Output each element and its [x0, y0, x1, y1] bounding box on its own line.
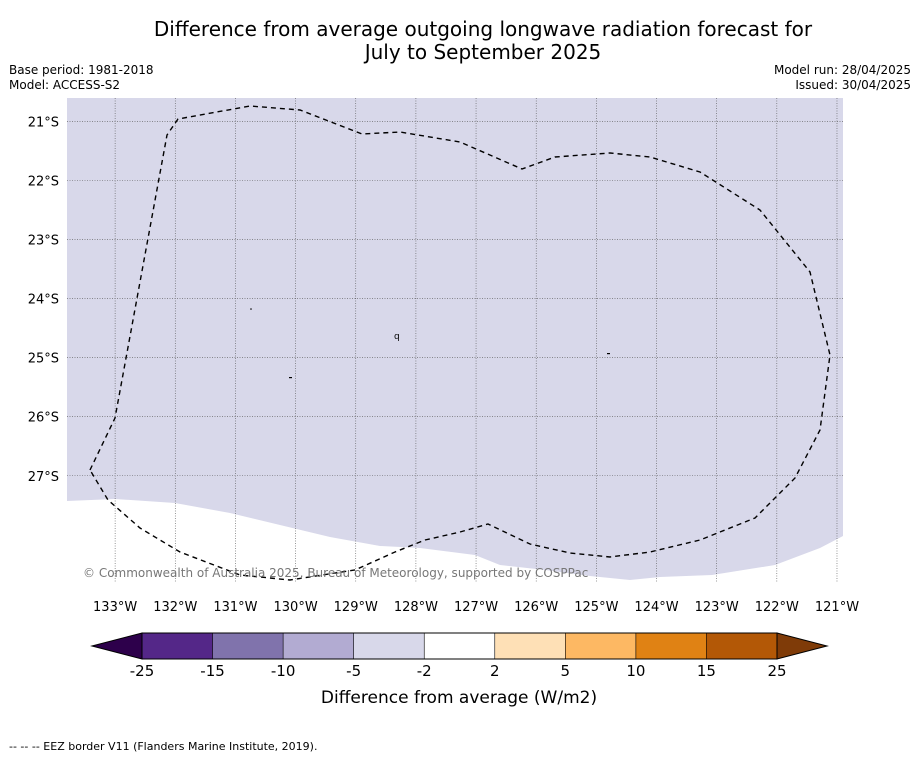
page-title: Difference from average outgoing longwav… — [0, 18, 919, 64]
colorbar-tick-label: 25 — [767, 662, 786, 680]
lat-tick-label: 21°S — [28, 116, 59, 131]
lon-tick-label: 128°W — [394, 600, 438, 615]
colorbar-segments — [141, 632, 778, 660]
island-dash — [289, 377, 292, 379]
title-line-1: Difference from average outgoing longwav… — [153, 17, 813, 41]
lon-tick-label: 130°W — [274, 600, 318, 615]
footer-note: -- -- -- EEZ border V11 (Flanders Marine… — [9, 740, 318, 753]
colorbar-label: Difference from average (W/m2) — [321, 688, 597, 708]
colorbar-segment — [635, 632, 708, 660]
meta-left: Base period: 1981-2018 Model: ACCESS-S2 — [9, 63, 154, 93]
latitude-tick-labels: 21°S 22°S 23°S 24°S 25°S 26°S 27°S — [28, 116, 59, 485]
lat-tick-label: 23°S — [28, 234, 59, 249]
lon-tick-label: 125°W — [574, 600, 618, 615]
anomaly-fill-area — [67, 98, 843, 580]
colorbar-tick-label: 2 — [490, 662, 500, 680]
colorbar-segment — [141, 632, 214, 660]
eez-border-line — [89, 105, 831, 581]
lon-tick-label: 124°W — [634, 600, 678, 615]
colorbar-segment — [423, 632, 496, 660]
lat-tick-label: 27°S — [28, 470, 59, 485]
lat-tick-label: 25°S — [28, 352, 59, 367]
lon-tick-label: 121°W — [815, 600, 859, 615]
colorbar-tick-label: 10 — [626, 662, 645, 680]
colorbar-tick-label: -15 — [200, 662, 225, 680]
colorbar-under-arrow — [90, 632, 143, 660]
lon-tick-label: 131°W — [213, 600, 257, 615]
colorbar-segment — [706, 632, 778, 660]
lon-tick-label: 126°W — [514, 600, 558, 615]
meta-right: Model run: 28/04/2025 Issued: 30/04/2025 — [774, 63, 911, 93]
colorbar-tick-label: -2 — [417, 662, 432, 680]
map-panel: q © Commonwealth of Australia 2025, Bure… — [67, 98, 843, 582]
lon-tick-label: 133°W — [93, 600, 137, 615]
island-marker: q — [394, 332, 400, 342]
issued-text: Issued: 30/04/2025 — [795, 78, 911, 92]
colorbar-tick-labels: -25 -15 -10 -5 -2 2 5 10 15 25 — [130, 662, 787, 680]
title-line-2: July to September 2025 — [364, 40, 602, 64]
colorbar-segment — [282, 632, 355, 660]
lat-tick-label: 24°S — [28, 293, 59, 308]
colorbar-outline — [141, 632, 778, 660]
graticule — [67, 98, 843, 582]
model-text: Model: ACCESS-S2 — [9, 78, 121, 92]
colorbar-segment — [565, 632, 637, 660]
colorbar-tick-label: -5 — [346, 662, 361, 680]
lon-tick-label: 129°W — [334, 600, 378, 615]
colorbar-over-arrow — [776, 632, 829, 660]
longitude-tick-labels: 133°W 132°W 131°W 130°W 129°W 128°W 127°W 126°W… — [93, 600, 859, 615]
colorbar-tick-label: 15 — [697, 662, 716, 680]
model-run-text: Model run: 28/04/2025 — [773, 63, 911, 77]
colorbar-segment — [353, 632, 425, 660]
colorbar-segment — [212, 632, 284, 660]
lat-tick-label: 26°S — [28, 411, 59, 426]
colorbar-tick-label: -25 — [130, 662, 155, 680]
colorbar-tick-label: -10 — [271, 662, 296, 680]
colorbar-tick-label: 5 — [561, 662, 571, 680]
base-period-text: Base period: 1981-2018 — [9, 63, 154, 77]
colorbar: -25 -15 -10 -5 -2 2 5 10 15 25 Difference from av… — [90, 632, 829, 708]
island-dash — [607, 353, 610, 355]
colorbar-segment — [494, 632, 566, 660]
copyright-text: © Commonwealth of Australia 2025, Bureau… — [83, 566, 588, 580]
lon-tick-label: 123°W — [695, 600, 739, 615]
lat-tick-label: 22°S — [28, 175, 59, 190]
lon-tick-label: 127°W — [454, 600, 498, 615]
island-dot — [250, 308, 252, 310]
lon-tick-label: 122°W — [755, 600, 799, 615]
lon-tick-label: 132°W — [153, 600, 197, 615]
